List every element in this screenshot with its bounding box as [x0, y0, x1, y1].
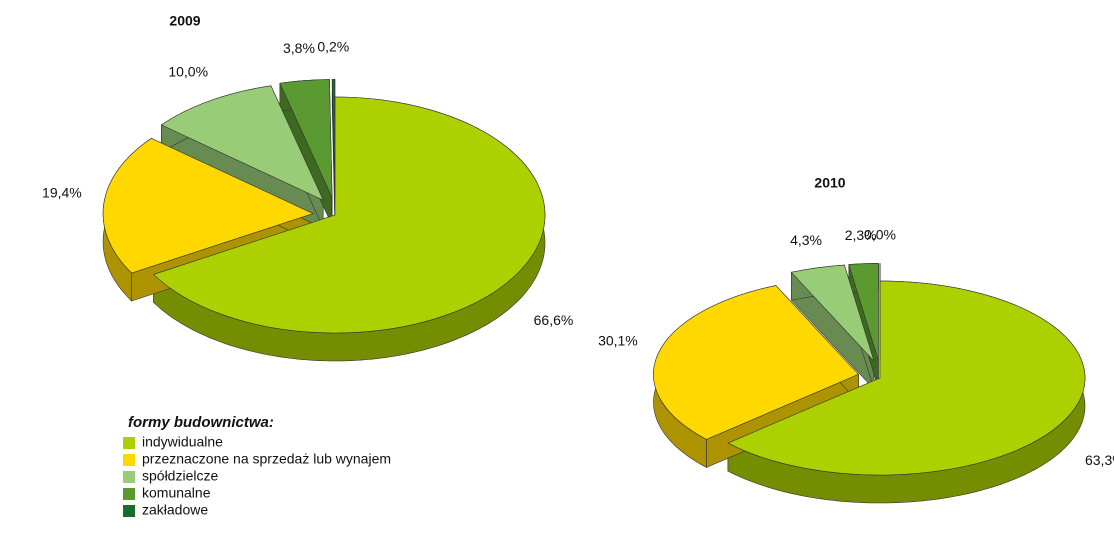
legend-swatch — [123, 488, 135, 500]
slice — [848, 263, 879, 361]
legend-title: formy budownictwa: — [128, 414, 274, 431]
slice — [153, 96, 546, 334]
legend-label: zakładowe — [142, 502, 208, 518]
data-label: 19,4% — [42, 185, 82, 201]
legend-swatch — [123, 505, 135, 517]
legend-swatch — [123, 437, 135, 449]
legend-label: przeznaczone na sprzedaż lub wynajem — [142, 451, 391, 467]
chart-title: 2009 — [169, 13, 200, 29]
legend-swatch — [123, 454, 135, 466]
data-label: 30,1% — [598, 333, 638, 349]
legend-label: komunalne — [142, 485, 211, 501]
slice — [279, 79, 333, 198]
slice — [790, 264, 875, 362]
data-label: 2,3% — [845, 227, 877, 243]
data-label: 0,2% — [317, 39, 349, 55]
data-label: 3,8% — [283, 40, 315, 56]
data-label: 4,3% — [790, 232, 822, 248]
data-label: 63,3% — [1085, 452, 1114, 468]
data-label: 10,0% — [168, 63, 208, 79]
slice — [331, 79, 336, 198]
legend-label: spółdzielcze — [142, 468, 218, 484]
slice — [653, 285, 859, 440]
chart-title: 2010 — [814, 175, 845, 191]
slice — [102, 138, 314, 274]
data-label: 0,0% — [864, 227, 896, 243]
legend-swatch — [123, 471, 135, 483]
legend-label: indywidualne — [142, 434, 223, 450]
slice — [160, 85, 324, 201]
data-label: 66,6% — [534, 312, 574, 328]
slice — [727, 280, 1086, 476]
